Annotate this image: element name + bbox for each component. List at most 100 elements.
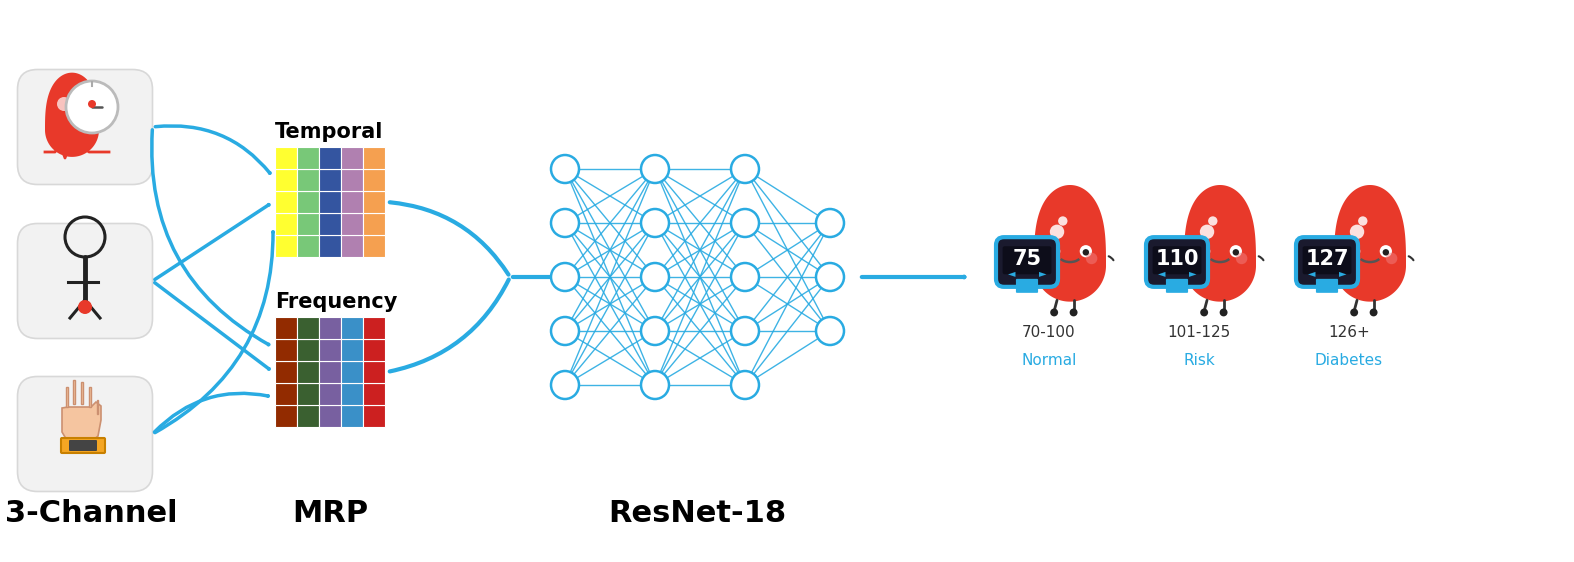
Circle shape [1048,245,1061,257]
Bar [364,383,386,405]
Bar [275,361,297,383]
Text: ResNet-18: ResNet-18 [609,500,787,528]
Circle shape [1086,253,1097,264]
Circle shape [730,155,759,183]
Circle shape [730,317,759,345]
Circle shape [1051,249,1058,256]
Circle shape [57,97,71,111]
Circle shape [1058,216,1067,226]
Circle shape [815,209,844,237]
Circle shape [551,371,579,399]
Circle shape [1209,216,1217,226]
Bar [275,169,297,191]
Circle shape [1070,309,1078,316]
Circle shape [1358,216,1368,226]
Bar [364,339,386,361]
Circle shape [641,371,669,399]
Circle shape [730,209,759,237]
Text: Frequency: Frequency [275,292,397,312]
Circle shape [1080,245,1092,257]
Bar [297,339,320,361]
Bar [342,383,364,405]
Text: 101-125: 101-125 [1168,325,1231,341]
Bar [275,339,297,361]
Bar [320,339,342,361]
Bar [297,169,320,191]
Text: Diabetes: Diabetes [1314,353,1384,369]
Circle shape [1193,253,1204,264]
FancyBboxPatch shape [1015,279,1039,293]
Bar [364,147,386,169]
Bar [342,405,364,427]
Text: 127: 127 [1305,249,1349,269]
Bar [275,235,297,257]
Text: 126+: 126+ [1328,325,1369,341]
Bar [320,405,342,427]
Circle shape [1350,309,1358,316]
Bar [320,191,342,213]
FancyBboxPatch shape [1316,279,1338,293]
Circle shape [815,263,844,291]
Bar [297,191,320,213]
FancyBboxPatch shape [1303,246,1352,274]
Bar [297,405,320,427]
Text: ►: ► [1039,268,1047,278]
Circle shape [1220,309,1228,316]
Bar [364,235,386,257]
Text: Risk: Risk [1184,353,1215,369]
FancyArrowPatch shape [390,279,508,371]
Bar [342,317,364,339]
Polygon shape [1184,185,1256,302]
Circle shape [641,263,669,291]
Text: ◄: ◄ [1308,268,1314,278]
Text: Temporal: Temporal [275,122,384,142]
Bar [275,147,297,169]
FancyArrowPatch shape [863,277,965,278]
FancyArrowPatch shape [154,283,269,369]
Circle shape [79,300,91,314]
FancyBboxPatch shape [17,70,153,184]
FancyArrowPatch shape [513,277,554,278]
Circle shape [551,209,579,237]
Circle shape [1369,309,1377,316]
Circle shape [1350,225,1365,239]
FancyBboxPatch shape [17,224,153,338]
FancyArrowPatch shape [154,393,268,432]
Bar [275,317,297,339]
Bar [297,213,320,235]
Circle shape [1198,245,1210,257]
Bar [275,405,297,427]
Circle shape [551,317,579,345]
Bar [342,191,364,213]
Bar [364,361,386,383]
FancyBboxPatch shape [1295,237,1358,287]
Bar [364,405,386,427]
Polygon shape [46,72,99,157]
Bar [320,317,342,339]
Bar [342,339,364,361]
FancyBboxPatch shape [69,440,98,451]
Polygon shape [1034,185,1107,302]
Text: ►: ► [1188,268,1196,278]
Circle shape [1347,245,1360,257]
Circle shape [815,317,844,345]
Circle shape [641,155,669,183]
FancyBboxPatch shape [1003,246,1051,274]
FancyBboxPatch shape [1146,237,1207,287]
Circle shape [641,209,669,237]
Bar [342,169,364,191]
Text: 110: 110 [1155,249,1199,269]
Circle shape [1232,249,1239,256]
Bar [320,235,342,257]
Text: 70-100: 70-100 [1022,325,1075,341]
Circle shape [1229,245,1242,257]
Circle shape [1385,253,1398,264]
Circle shape [730,371,759,399]
Circle shape [1236,253,1247,264]
Bar [342,361,364,383]
Circle shape [1083,249,1089,256]
Bar [320,383,342,405]
Polygon shape [66,387,68,407]
Polygon shape [1335,185,1406,302]
FancyArrowPatch shape [151,130,269,345]
